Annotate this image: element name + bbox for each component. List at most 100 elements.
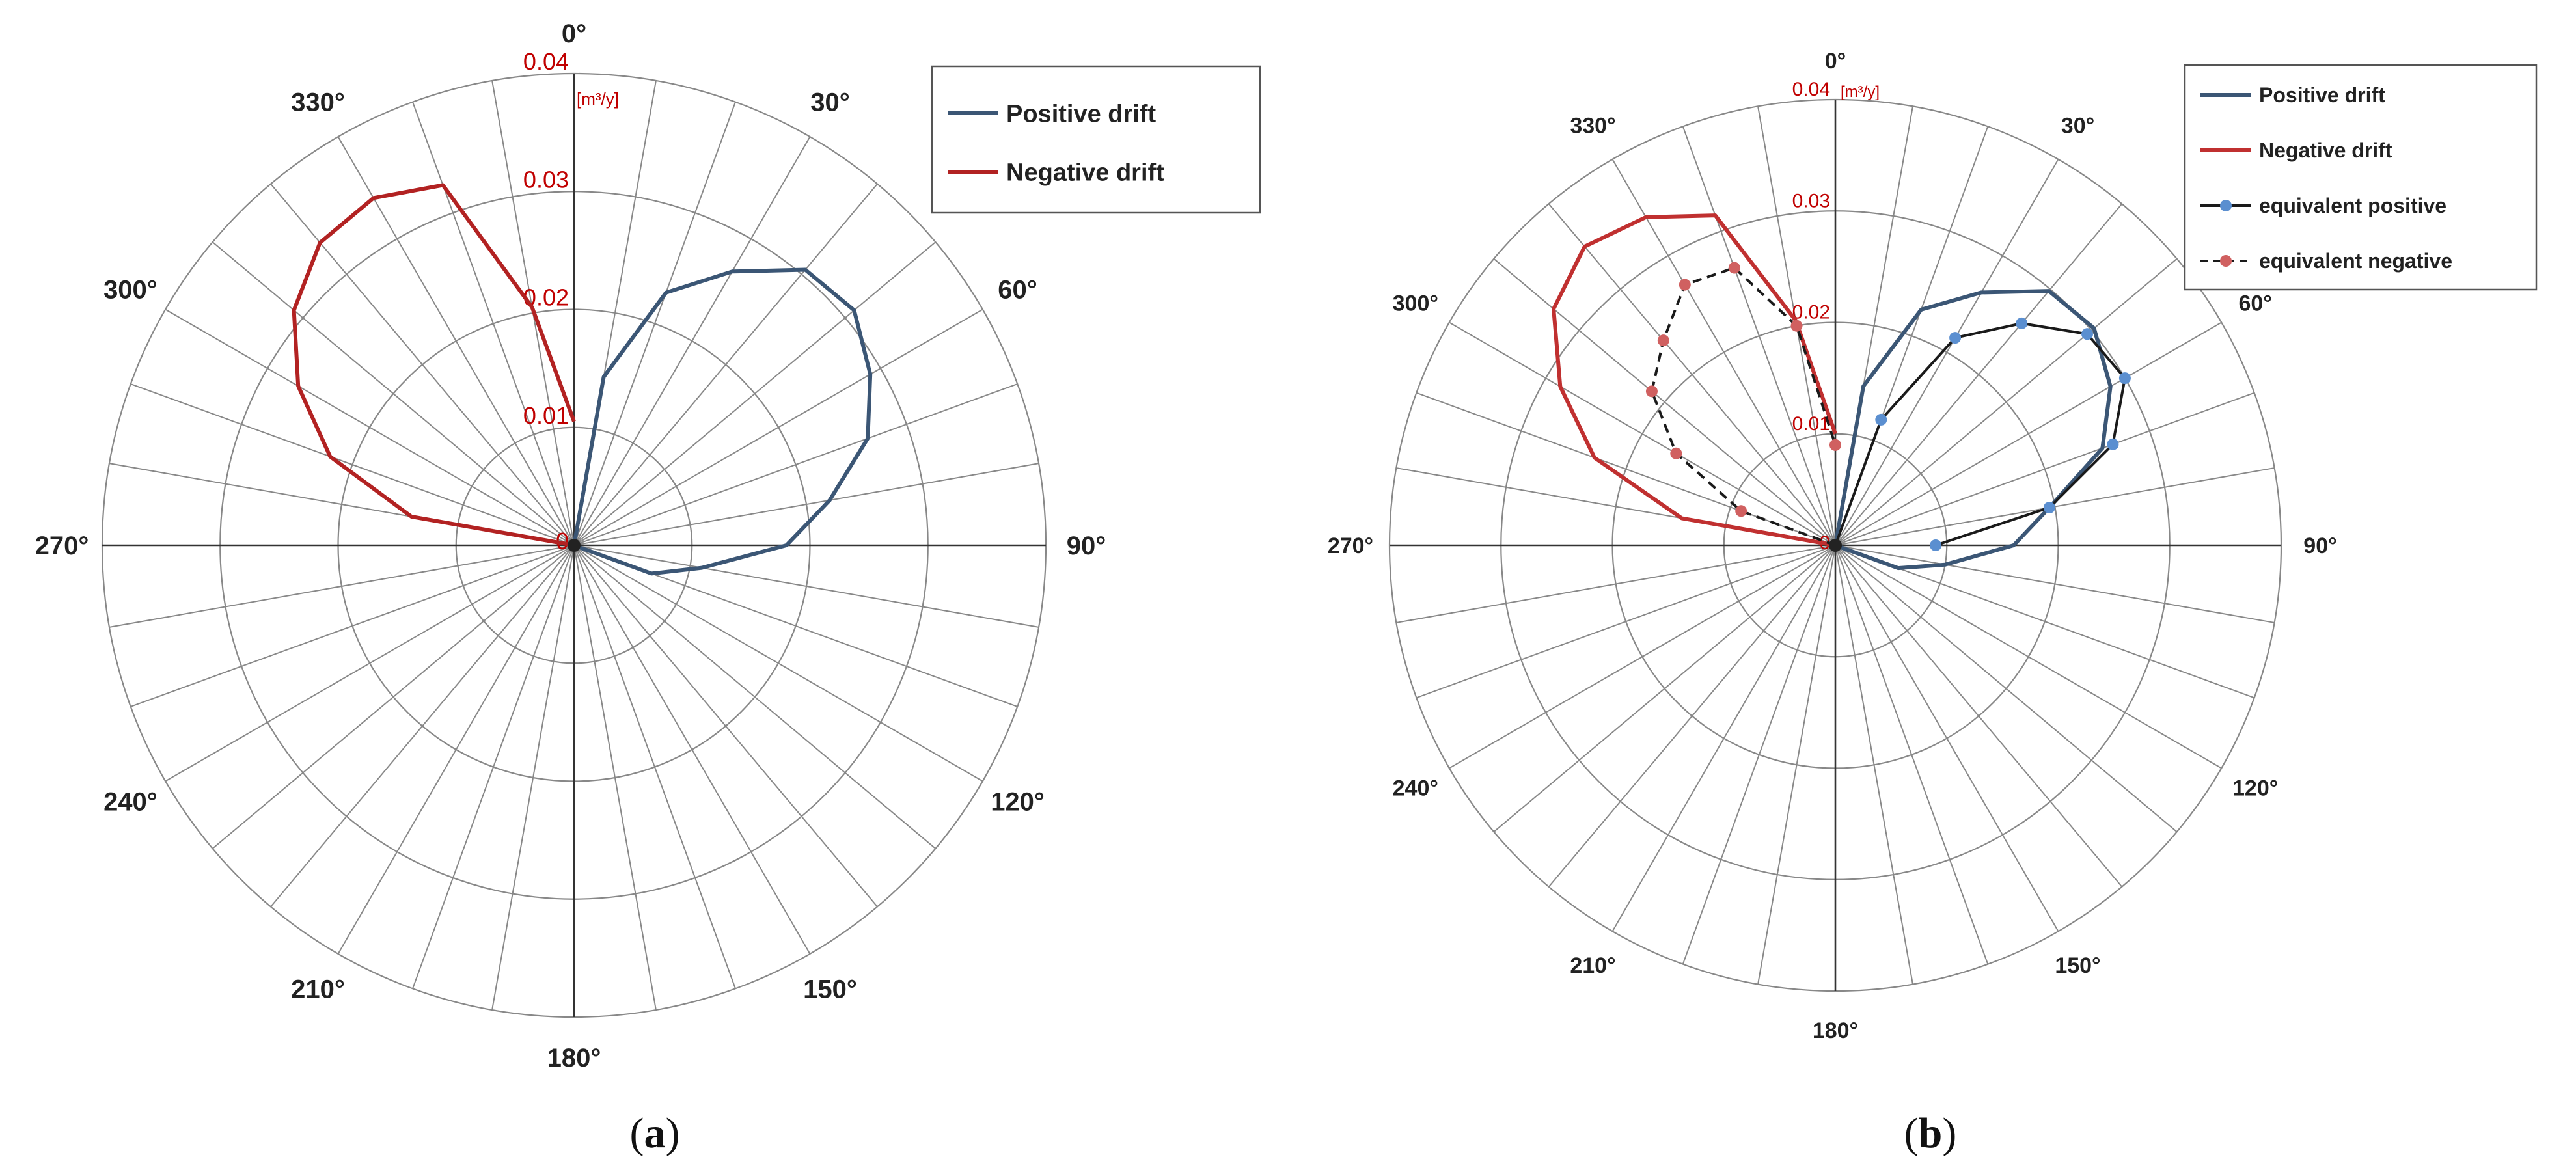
- data-point: [1679, 279, 1691, 291]
- grid-spoke: [1416, 545, 1836, 699]
- angle-tick-label: 60°: [998, 276, 1037, 305]
- grid-spoke: [573, 545, 657, 1011]
- grid-spoke: [412, 545, 575, 989]
- grid-spoke: [1449, 545, 1836, 769]
- grid-spoke: [1396, 545, 1836, 623]
- legend-marker: [2220, 255, 2232, 267]
- grid-spoke: [1493, 545, 1836, 833]
- data-point: [2043, 502, 2055, 514]
- data-point: [2118, 372, 2131, 385]
- data-point: [1875, 413, 1887, 426]
- data-point: [2107, 438, 2119, 450]
- angle-tick-label: 90°: [2303, 534, 2336, 558]
- grid-spoke: [1835, 258, 2178, 546]
- grid-spoke: [1611, 545, 1836, 932]
- angle-tick-label: 210°: [291, 975, 345, 1004]
- grid-spoke: [109, 545, 575, 628]
- series-line-positive-drift: [572, 267, 873, 576]
- radial-tick-label: 0.03: [1792, 190, 1830, 211]
- legend: Positive drift Negative drift equivalent p…: [2184, 64, 2538, 291]
- polar-chart-a: 0° 30° 60° 90° 120° 150° 180° 210° 240° 270° 300° 3…: [35, 20, 1261, 1157]
- radial-labels: 00.010.020.030.04[m³/y]: [523, 48, 619, 554]
- grid-spoke: [130, 383, 575, 546]
- polar-chart-b: 0° 30° 60° 90° 120° 150° 180° 210° 240° 270° 300° 3…: [1328, 49, 2538, 1157]
- legend-label: equivalent negative: [2259, 249, 2452, 273]
- grid-spoke: [1757, 545, 1836, 985]
- series-group: [1552, 213, 2131, 571]
- angle-tick-label: 270°: [35, 532, 89, 560]
- angle-tick-label: 180°: [547, 1044, 601, 1072]
- panel-letter: b: [1919, 1109, 1943, 1157]
- radial-tick-label: 0.02: [1792, 302, 1830, 323]
- grid-spoke: [412, 102, 575, 546]
- data-point: [1949, 332, 1962, 344]
- legend-label: equivalent positive: [2259, 194, 2446, 217]
- angle-tick-label: 270°: [1328, 534, 1373, 558]
- grid-spoke: [573, 545, 983, 782]
- angle-tick-label: 240°: [1393, 776, 1438, 800]
- legend: Positive drift Negative drift: [931, 65, 1261, 214]
- grid-spoke: [573, 545, 811, 955]
- grid-spoke: [573, 545, 1039, 628]
- angle-tick-label: 240°: [103, 788, 158, 817]
- legend-marker: [2220, 200, 2232, 211]
- grid-spoke: [1835, 545, 2255, 699]
- legend-label: Positive drift: [1006, 100, 1156, 128]
- series-line-negative-drift: [292, 183, 576, 547]
- origin-dot: [568, 539, 581, 552]
- grid-spoke: [165, 308, 575, 546]
- grid-spoke: [1548, 203, 1836, 546]
- angle-tick-label: 90°: [1067, 532, 1106, 560]
- data-point: [1728, 262, 1740, 274]
- angle-tick-label: 300°: [1393, 291, 1438, 316]
- grid-spoke: [573, 383, 1018, 546]
- angle-tick-label: 30°: [810, 88, 850, 116]
- grid-spoke: [337, 136, 575, 546]
- data-point: [2016, 317, 2028, 329]
- grid-spoke: [1835, 203, 2123, 546]
- radial-tick-label: 0.04: [1792, 79, 1830, 100]
- polar-grid: [1388, 98, 2282, 992]
- series-line-positive-drift: [1833, 289, 2113, 571]
- grid-spoke: [491, 545, 575, 1011]
- data-point: [1829, 439, 1841, 451]
- legend-box: [2184, 64, 2538, 291]
- angle-tick-label: 120°: [991, 788, 1045, 817]
- grid-spoke: [1682, 126, 1836, 546]
- angle-tick-label: 330°: [1570, 114, 1615, 139]
- angle-tick-label: 0°: [562, 20, 586, 48]
- grid-spoke: [337, 545, 575, 955]
- grid-spoke: [1449, 321, 1836, 546]
- data-point: [1670, 447, 1682, 459]
- grid-spoke: [165, 545, 575, 782]
- angle-tick-label: 330°: [291, 88, 345, 116]
- grid-spoke: [573, 545, 878, 908]
- grid-spoke: [1835, 545, 2275, 623]
- radial-labels: 00.010.020.030.04[m³/y]: [1792, 79, 1880, 554]
- grid-spoke: [1835, 392, 2255, 546]
- series-line-negative-drift: [1552, 213, 1837, 547]
- panel-letter: a: [644, 1109, 666, 1157]
- grid-spoke: [1835, 545, 2123, 888]
- angle-tick-label: 60°: [2238, 291, 2271, 316]
- data-point: [1790, 320, 1803, 332]
- grid-spoke: [1835, 545, 2178, 833]
- angle-labels: 0° 30° 60° 90° 120° 150° 180° 210° 240° 270° 300° 3…: [35, 20, 1106, 1072]
- grid-spoke: [1835, 545, 1989, 965]
- data-point: [1657, 334, 1669, 347]
- angle-labels: 0° 30° 60° 90° 120° 150° 180° 210° 240° 270° 300° 3…: [1328, 49, 2337, 1043]
- grid-spoke: [1548, 545, 1836, 888]
- grid-spoke: [1682, 545, 1836, 965]
- grid-spoke: [1611, 159, 1836, 546]
- angle-tick-label: 300°: [103, 276, 158, 305]
- legend-label: Negative drift: [2259, 139, 2392, 162]
- grid-spoke: [1835, 321, 2222, 546]
- grid-spoke: [573, 545, 937, 849]
- data-point: [1930, 539, 1942, 551]
- grid-spoke: [573, 102, 736, 546]
- grid-spoke: [573, 136, 811, 546]
- legend-label: Negative drift: [1006, 159, 1164, 186]
- grid-spoke: [1835, 545, 2059, 932]
- grid-spoke: [270, 545, 575, 908]
